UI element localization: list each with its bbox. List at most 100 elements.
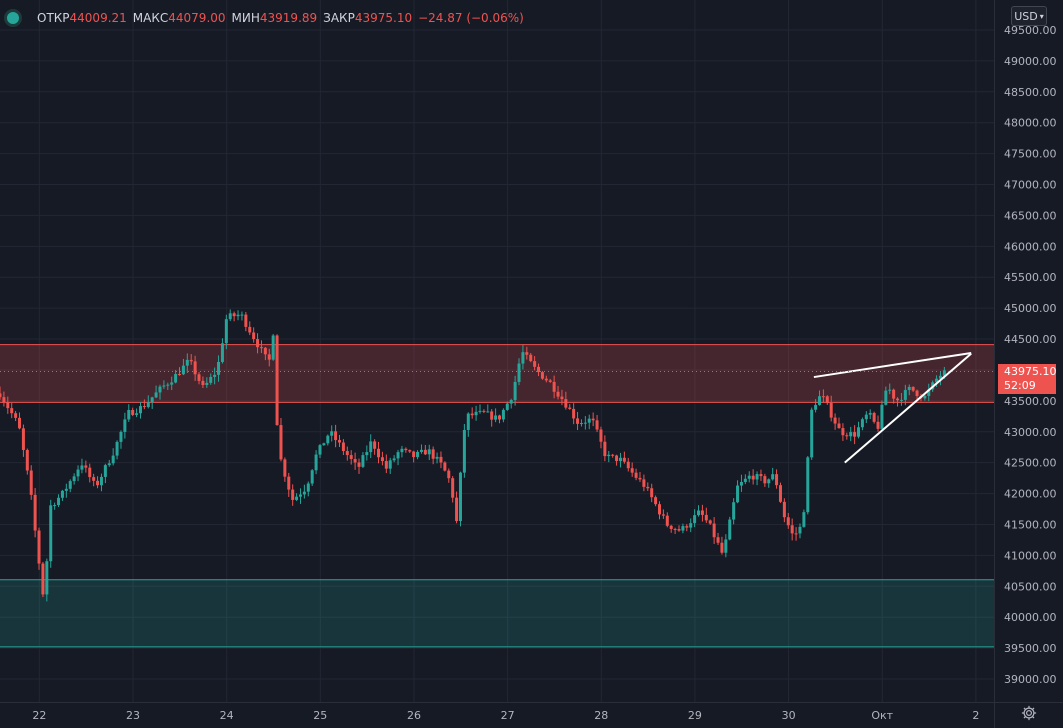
candle [572, 403, 575, 424]
candle [53, 503, 56, 510]
candle [810, 408, 813, 460]
candle [748, 471, 751, 482]
candle [767, 478, 770, 487]
candle [315, 450, 318, 474]
candle [14, 411, 17, 421]
candle [584, 416, 587, 430]
candle [798, 524, 801, 539]
candle [416, 450, 419, 459]
candle [127, 404, 130, 422]
candle [596, 415, 599, 432]
candle [225, 315, 228, 349]
candle [244, 312, 247, 331]
candle [463, 424, 466, 478]
candle [701, 505, 704, 522]
candle [221, 338, 224, 363]
time-tick-label: 28 [594, 709, 608, 722]
candle [119, 430, 122, 448]
time-tick-label: 27 [501, 709, 515, 722]
candle [279, 418, 282, 461]
support-zone[interactable] [0, 580, 994, 647]
candle [720, 537, 723, 555]
candle [26, 449, 29, 475]
candle [627, 458, 630, 472]
candle [783, 498, 786, 522]
price-tick-label: 39000.00 [1004, 673, 1057, 686]
close-label: ЗАКР [323, 11, 355, 25]
candle [791, 519, 794, 541]
candle [615, 455, 618, 466]
candle [603, 435, 606, 461]
ohlc-header: ОТКР 44009.21 МАКС 44079.00 МИН 43919.89… [6, 6, 524, 30]
price-tick-label: 40500.00 [1004, 580, 1057, 593]
candle [795, 527, 798, 541]
candle [568, 404, 571, 410]
time-tick-label: 29 [688, 709, 702, 722]
candle [642, 475, 645, 492]
candle [611, 454, 614, 458]
resistance-zone[interactable] [0, 345, 994, 403]
candle [69, 479, 72, 492]
price-tick-label: 46000.00 [1004, 240, 1057, 253]
high-label: МАКС [133, 11, 168, 25]
time-axis[interactable] [0, 702, 994, 728]
candle [623, 452, 626, 464]
candle [77, 465, 80, 481]
candle [34, 488, 37, 537]
price-tick-label: 47000.00 [1004, 179, 1057, 192]
price-tick-label: 41000.00 [1004, 549, 1057, 562]
candle [510, 399, 513, 409]
candle [139, 402, 142, 418]
candle [272, 334, 275, 361]
gear-icon[interactable] [1020, 704, 1038, 722]
low-label: МИН [232, 11, 260, 25]
candle [826, 395, 829, 405]
candle [88, 464, 91, 483]
open-label: ОТКР [37, 11, 70, 25]
candle [237, 310, 240, 320]
candle [502, 408, 505, 422]
candle [658, 501, 661, 519]
price-tick-label: 46500.00 [1004, 209, 1057, 222]
candle [322, 443, 325, 446]
price-tick-label: 44500.00 [1004, 333, 1057, 346]
candle [342, 439, 345, 455]
candle [92, 474, 95, 486]
candle [18, 413, 21, 430]
price-tick-label: 49000.00 [1004, 55, 1057, 68]
currency-label: USD [1014, 10, 1038, 23]
price-tick-label: 40000.00 [1004, 611, 1057, 624]
candle [752, 469, 755, 484]
candle [654, 495, 657, 506]
candle [354, 453, 357, 470]
candle [104, 464, 107, 483]
candle [135, 408, 138, 417]
candle [412, 451, 415, 463]
candle [443, 461, 446, 471]
candle [381, 452, 384, 466]
candle [631, 462, 634, 476]
candle [494, 408, 497, 422]
candle [358, 459, 361, 474]
candle [724, 534, 727, 557]
change-value: −24.87 (−0.06%) [418, 11, 524, 25]
price-tick-label: 48000.00 [1004, 117, 1057, 130]
candle [588, 415, 591, 430]
currency-button[interactable]: USD ▾ [1011, 6, 1047, 26]
candle [432, 446, 435, 464]
candle [541, 371, 544, 380]
candle [233, 312, 236, 322]
candle [49, 500, 52, 568]
candle [607, 451, 610, 462]
candle [276, 334, 279, 425]
time-tick-label: 22 [32, 709, 46, 722]
candle [61, 490, 64, 501]
price-tick-label: 42500.00 [1004, 457, 1057, 470]
candle [57, 494, 60, 507]
candle [666, 512, 669, 527]
candle [838, 418, 841, 429]
price-tick-label: 42000.00 [1004, 488, 1057, 501]
candle [467, 412, 470, 437]
